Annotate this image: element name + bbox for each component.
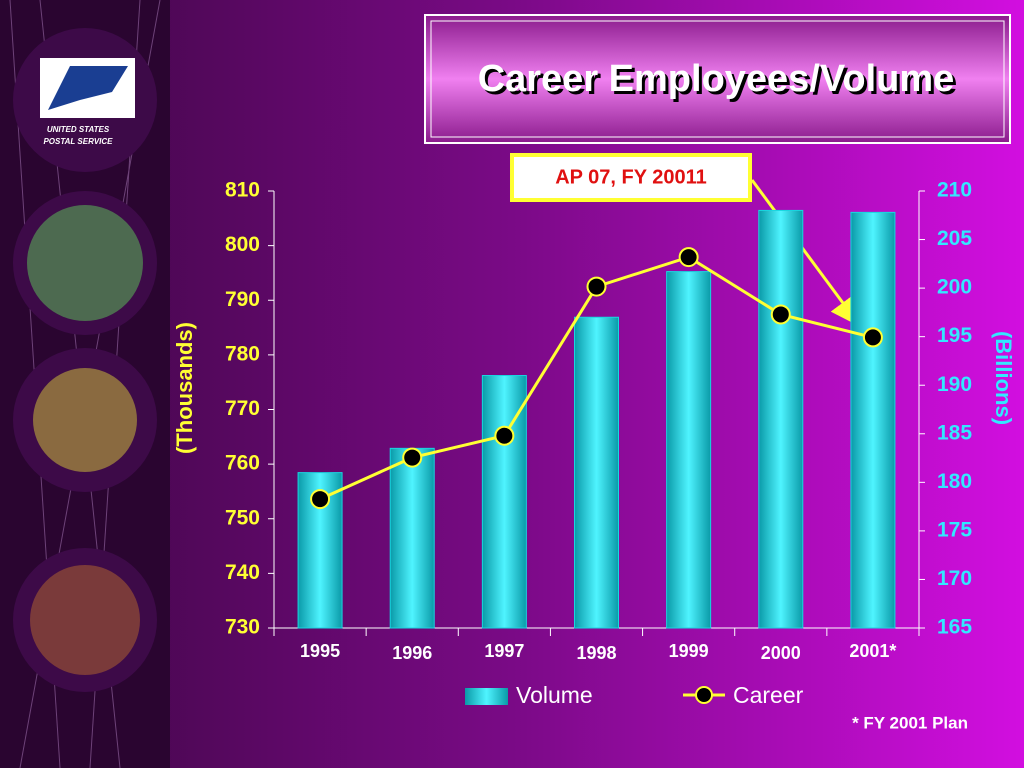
y2-tick-label: 175 bbox=[937, 518, 972, 541]
x-tick-label: 1996 bbox=[392, 643, 432, 663]
y2-tick-label: 170 bbox=[937, 567, 972, 590]
y-tick-label: 770 bbox=[225, 397, 260, 420]
legend-marker bbox=[695, 686, 713, 704]
y2-tick-label: 200 bbox=[937, 276, 972, 299]
annotation-arrow bbox=[750, 179, 861, 327]
photo bbox=[30, 565, 140, 675]
point bbox=[586, 276, 607, 297]
title-box-inner bbox=[430, 20, 1005, 138]
logo-text: UNITED STATES bbox=[47, 125, 110, 134]
bar bbox=[389, 447, 435, 629]
legend-swatch bbox=[465, 688, 508, 705]
y2-tick-label: 210 bbox=[937, 179, 972, 202]
x-tick-label: 2001* bbox=[849, 641, 896, 661]
y2-tick-label: 180 bbox=[937, 470, 972, 493]
footnote: * FY 2001 Plan bbox=[852, 713, 968, 732]
y2-tick-label: 205 bbox=[937, 227, 972, 250]
y2-tick-label: 165 bbox=[937, 616, 972, 639]
bar bbox=[666, 271, 712, 629]
y2-tick-label: 185 bbox=[937, 421, 972, 444]
y-axis-label: (Thousands) bbox=[172, 322, 197, 454]
y2-axis-label: (Billions) bbox=[991, 331, 1016, 425]
logo-eagle bbox=[48, 66, 128, 110]
photo bbox=[27, 205, 143, 321]
logo-text: POSTAL SERVICE bbox=[43, 137, 113, 146]
y-tick-label: 810 bbox=[225, 179, 260, 202]
point bbox=[402, 447, 423, 468]
bar bbox=[481, 375, 527, 629]
point bbox=[310, 489, 331, 510]
y-tick-label: 730 bbox=[225, 616, 260, 639]
y2-tick-label: 190 bbox=[937, 373, 972, 396]
chart-title: Career Employees/Volume bbox=[478, 58, 955, 100]
y-tick-label: 740 bbox=[225, 561, 260, 584]
y-tick-label: 800 bbox=[225, 233, 260, 256]
x-tick-label: 1995 bbox=[300, 641, 340, 661]
point bbox=[678, 247, 699, 268]
title-shadow: Career Employees/Volume bbox=[481, 61, 958, 103]
y2-tick-label: 195 bbox=[937, 324, 972, 347]
chart: 730 740 750 760 770 780 790 800 810 165 170 175 180 1… bbox=[225, 179, 972, 709]
point bbox=[770, 304, 791, 325]
legend-label: Volume bbox=[516, 682, 593, 708]
bar bbox=[850, 211, 896, 629]
x-tick-label: 1999 bbox=[669, 641, 709, 661]
point bbox=[494, 425, 515, 446]
annotation-box bbox=[510, 153, 752, 202]
x-tick-label: 2000 bbox=[761, 643, 801, 663]
legend-label: Career bbox=[733, 682, 804, 708]
annotation: AP 07, FY 20011 bbox=[555, 166, 707, 188]
y-tick-label: 750 bbox=[225, 506, 260, 529]
bar bbox=[758, 209, 804, 629]
y-tick-label: 760 bbox=[225, 452, 260, 475]
x-tick-label: 1997 bbox=[484, 641, 524, 661]
title-box bbox=[424, 14, 1011, 144]
bar bbox=[574, 316, 619, 629]
y-tick-label: 790 bbox=[225, 288, 260, 311]
y-tick-label: 780 bbox=[225, 342, 260, 365]
photo bbox=[33, 368, 137, 472]
x-tick-label: 1998 bbox=[576, 643, 616, 663]
point bbox=[862, 327, 883, 348]
